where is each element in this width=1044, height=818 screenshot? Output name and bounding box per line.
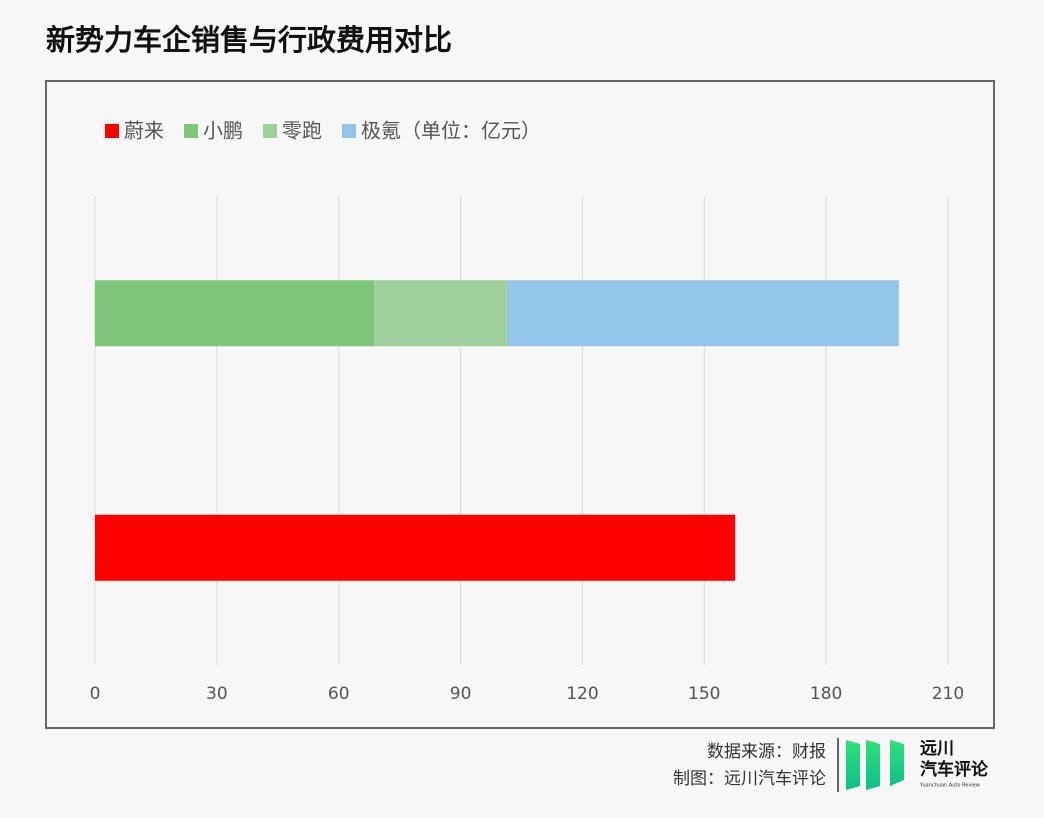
logo-text: 远川 xyxy=(920,739,954,759)
logo-bar xyxy=(846,740,860,790)
bar-segment xyxy=(95,514,736,581)
bar-segment xyxy=(374,280,507,347)
logo-bar xyxy=(866,740,880,790)
legend-swatch xyxy=(263,124,277,138)
credit: 制图：远川汽车评论 xyxy=(673,769,826,789)
legend-swatch xyxy=(184,124,198,138)
x-tick-label: 60 xyxy=(328,684,350,704)
legend-label: 极氪 xyxy=(361,119,401,143)
chart-title: 新势力车企销售与行政费用对比 xyxy=(46,23,452,57)
unit-note: （单位：亿元） xyxy=(401,119,541,143)
x-tick-label: 120 xyxy=(566,684,598,704)
legend-label: 小鹏 xyxy=(203,119,243,143)
x-tick-label: 210 xyxy=(932,684,964,704)
logo-text: 汽车评论 xyxy=(920,759,989,780)
x-tick-label: 0 xyxy=(90,684,101,704)
x-tick-label: 90 xyxy=(450,684,472,704)
source: 数据来源：财报 xyxy=(707,742,826,762)
legend-swatch xyxy=(105,124,119,138)
logo-en: Yuanchuan Auto Review xyxy=(919,783,980,789)
plot-frame xyxy=(45,80,995,729)
x-tick-label: 180 xyxy=(810,684,842,704)
legend-label: 零跑 xyxy=(282,119,322,143)
logo-bar xyxy=(890,740,904,786)
x-tick-label: 30 xyxy=(206,684,228,704)
bar-segment xyxy=(506,280,899,347)
legend-label: 蔚来 xyxy=(124,119,164,143)
bar-segment xyxy=(95,280,375,347)
x-tick-label: 150 xyxy=(688,684,720,704)
legend-swatch xyxy=(342,124,356,138)
